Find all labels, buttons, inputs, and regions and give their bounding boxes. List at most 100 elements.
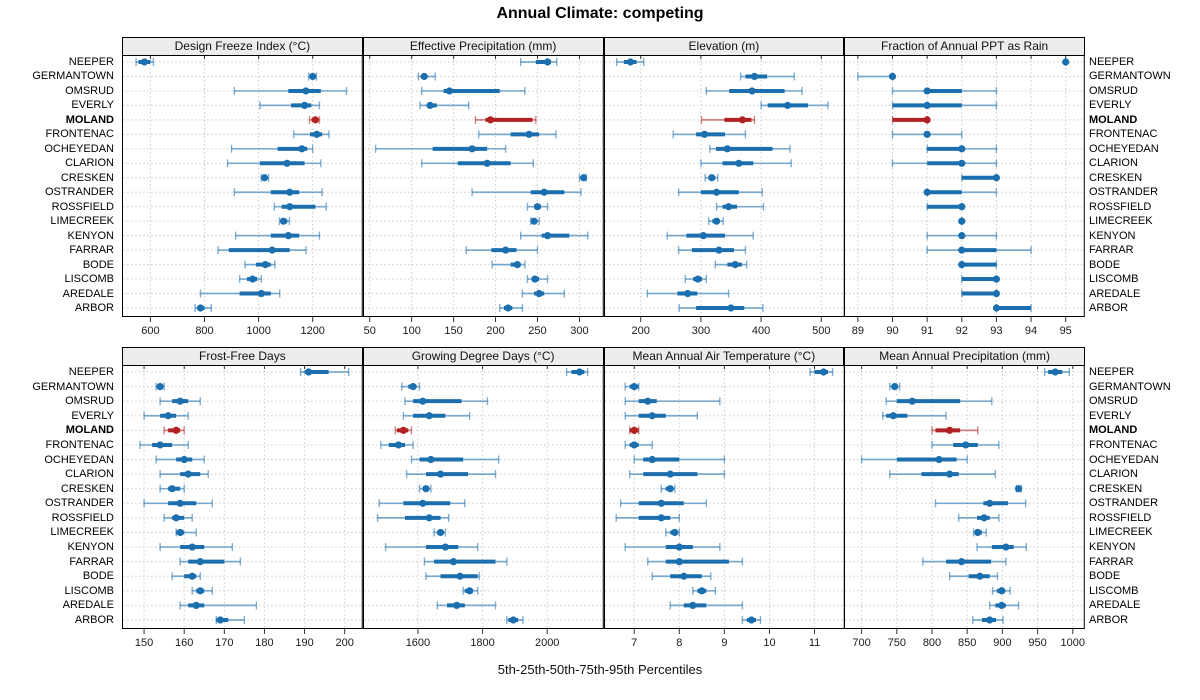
axis-tick-label: 200 (631, 325, 649, 337)
row-label-left-frontenac: FRONTENAC (45, 438, 114, 451)
row-label-left-frontenac: FRONTENAC (45, 128, 114, 141)
axis-tick-label: 10 (763, 637, 775, 649)
axis-tick-label: 500 (812, 325, 830, 337)
interval-glyph-aredale (669, 601, 743, 610)
interval-glyph-liscomb (961, 275, 1001, 284)
interval-glyph-farrar (926, 246, 1033, 255)
row-label-right-neeper: NEEPER (1089, 56, 1135, 68)
axis-tick-label: 1800 (470, 637, 494, 649)
interval-glyph-limecreek (175, 528, 197, 537)
interval-glyph-farrar (646, 557, 743, 566)
interval-glyph-ocheyedan (155, 455, 205, 464)
interval-glyph-omsrud (159, 397, 201, 406)
panel-plot-area (122, 365, 363, 629)
interval-glyph-bode (491, 260, 526, 269)
axis-tick-label: 2000 (535, 637, 559, 649)
interval-glyph-arbor (505, 616, 524, 624)
row-label-left-clarion: CLARION (65, 468, 114, 481)
interval-glyph-moland (163, 426, 185, 435)
axis-tick-label: 180 (255, 637, 273, 649)
row-label-right-kenyon: KENYON (1089, 229, 1136, 242)
row-label-right-aredale: AREDALE (1089, 599, 1141, 612)
axis-tick-label: 800 (195, 325, 213, 337)
interval-glyph-everly (882, 411, 948, 420)
row-label-right-germantown: GERMANTOWN (1089, 380, 1171, 393)
panel-plot-area (362, 55, 604, 317)
axis-tick-label: 400 (751, 325, 769, 337)
row-label-right-everly: EVERLY (1089, 99, 1132, 112)
interval-glyph-bode (949, 572, 999, 581)
interval-glyph-everly (402, 411, 471, 420)
percentile-caption: 5th-25th-50th-75th-95th Percentiles (497, 662, 703, 677)
panel-header-mean-annual-air-temperature: Mean Annual Air Temperature (°C) (603, 347, 845, 366)
interval-glyph-neeper (1044, 368, 1071, 376)
interval-glyph-liscomb (191, 586, 213, 595)
interval-glyph-farrar (465, 246, 538, 255)
interval-glyph-clarion (405, 470, 496, 479)
interval-glyph-clarion (889, 470, 997, 479)
interval-glyph-farrar (922, 557, 1007, 566)
x-axis-ticks: 600 800 1000 1200 (141, 317, 325, 337)
panel-plot-area (844, 55, 1085, 317)
interval-glyph-bode (714, 260, 747, 269)
interval-glyph-germantown (623, 382, 639, 391)
interval-glyph-frontenac (379, 440, 414, 449)
interval-glyph-cresken (159, 484, 185, 493)
interval-glyph-everly (759, 101, 829, 110)
row-label-right-ostrander: OSTRANDER (1089, 497, 1159, 510)
interval-glyph-germantown (889, 382, 901, 391)
row-label-right-bode: BODE (1089, 570, 1121, 583)
interval-glyph-frontenac (139, 440, 189, 449)
row-label-right-frontenac: FRONTENAC (1089, 128, 1158, 141)
interval-glyph-liscomb (691, 586, 716, 595)
interval-glyph-omsrud (705, 86, 803, 95)
axis-tick-label: 1200 (300, 325, 324, 337)
axis-tick-label: 160 (175, 637, 193, 649)
axis-tick-label: 200 (486, 325, 504, 337)
interval-glyph-rossfield (715, 202, 764, 211)
interval-glyph-germantown (307, 72, 318, 81)
interval-glyph-cresken (260, 173, 270, 182)
interval-glyph-bode (651, 572, 712, 581)
interval-glyph-frontenac (477, 130, 557, 139)
interval-glyph-moland (700, 115, 755, 124)
interval-glyph-neeper (1062, 58, 1070, 66)
interval-glyph-ostrander (143, 499, 213, 508)
interval-glyph-limecreek (707, 217, 724, 226)
row-label-left-kenyon: KENYON (67, 541, 114, 554)
axis-tick-label: 200 (336, 637, 354, 649)
row-label-right-rossfield: ROSSFIELD (1089, 511, 1152, 524)
axis-tick-label: 250 (528, 325, 546, 337)
interval-glyph-moland (628, 426, 639, 435)
row-label-right-ostrander: OSTRANDER (1089, 186, 1159, 199)
row-label-left-kenyon: KENYON (67, 229, 114, 242)
interval-glyph-neeper (519, 58, 558, 66)
row-label-left-liscomb: LISCOMB (64, 584, 114, 597)
row-label-left-ostrander: OSTRANDER (44, 186, 114, 199)
interval-glyph-ocheyedan (410, 455, 500, 464)
row-label-left-arbor: ARBOR (74, 614, 114, 626)
row-label-right-liscomb: LISCOMB (1089, 584, 1139, 597)
panel-plot-area (122, 55, 363, 317)
row-label-right-kenyon: KENYON (1089, 541, 1136, 554)
interval-glyph-ostrander (619, 499, 707, 508)
panel-header-effective-precipitation: Effective Precipitation (mm) (362, 37, 604, 56)
x-axis-ticks: 150 160 170 180 190 200 (135, 629, 354, 649)
interval-glyph-everly (259, 101, 321, 110)
row-label-right-frontenac: FRONTENAC (1089, 438, 1158, 451)
axis-tick-label: 190 (295, 637, 313, 649)
interval-glyph-arbor (972, 616, 1005, 624)
interval-glyph-neeper (565, 368, 589, 376)
row-label-right-cresken: CRESKEN (1089, 482, 1143, 495)
interval-glyph-neeper (808, 368, 833, 376)
interval-glyph-kenyon (234, 231, 321, 240)
row-label-left-arbor: ARBOR (74, 302, 114, 314)
interval-glyph-frontenac (672, 130, 746, 139)
axis-tick-label: 150 (444, 325, 462, 337)
row-label-right-farrar: FARRAR (1089, 555, 1134, 568)
interval-glyph-farrar (677, 246, 746, 255)
panel-plot-area (603, 55, 845, 317)
interval-glyph-aredale (646, 289, 729, 298)
chart-title: Annual Climate: competing (496, 5, 704, 22)
